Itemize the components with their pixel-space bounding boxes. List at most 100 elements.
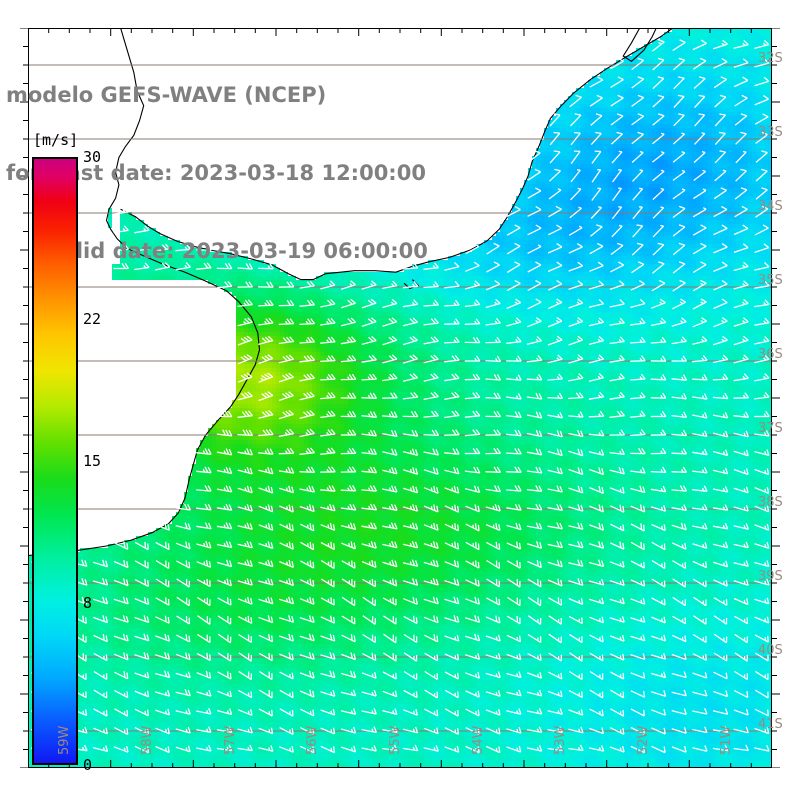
wind-barb (383, 652, 397, 662)
wind-barb (155, 522, 170, 531)
wind-barb (712, 522, 729, 530)
wind-barb (485, 634, 501, 642)
wind-barb (754, 243, 770, 254)
wind-barb (485, 392, 502, 400)
wind-barb (712, 485, 729, 493)
wind-barb (238, 652, 252, 662)
wind-barb (692, 207, 707, 218)
wind-barb (673, 94, 685, 108)
wind-barb (278, 281, 295, 288)
wind-barb (485, 671, 501, 679)
wind-barb (300, 523, 315, 532)
wind-barb (754, 616, 770, 624)
wind-barb (258, 708, 273, 717)
wind-barb (279, 504, 294, 513)
wind-barb (444, 504, 460, 513)
wind-barb (134, 243, 150, 252)
wind-barb (652, 151, 665, 163)
wind-barb (485, 280, 501, 291)
wind-barb (92, 745, 109, 753)
wind-barb (713, 224, 728, 236)
wind-barb (424, 689, 439, 699)
wind-barb (216, 429, 233, 437)
wind-barb (547, 485, 563, 493)
wind-barb (527, 317, 542, 328)
wind-barb (485, 745, 501, 754)
wind-barb (671, 355, 688, 362)
wind-barb (692, 411, 708, 419)
wind-barb (713, 317, 728, 328)
wind-barb (609, 616, 625, 623)
wind-barb (754, 299, 770, 308)
wind-barb (527, 653, 542, 661)
wind-barb (733, 354, 749, 364)
wind-barb (423, 504, 439, 513)
wind-barb (609, 561, 625, 568)
wind-barb (299, 596, 315, 605)
wind-barb (485, 690, 501, 697)
wind-barb (754, 745, 770, 752)
wind-barb (506, 411, 522, 419)
wind-barb (464, 336, 481, 344)
lon-label-58W: 58W (140, 725, 155, 755)
wind-barb (568, 335, 584, 346)
lat-label-37S: 37S (758, 421, 783, 436)
wind-barb (568, 690, 583, 698)
wind-barb (630, 336, 646, 344)
wind-barb (713, 187, 727, 200)
wind-barb (650, 410, 667, 418)
wind-barb (671, 671, 687, 679)
wind-barb (609, 410, 625, 418)
wind-barb (444, 466, 460, 475)
wind-barb (154, 708, 171, 716)
wind-barb (340, 503, 357, 511)
wind-barb (651, 298, 666, 309)
wind-barb (630, 616, 646, 623)
wind-barb (320, 652, 336, 660)
wind-barb (485, 522, 501, 531)
wind-barb (693, 615, 707, 625)
wind-barb (279, 652, 294, 661)
wind-barb (650, 505, 667, 512)
wind-barb (754, 727, 770, 735)
wind-barb (610, 94, 624, 107)
wind-barb (113, 578, 129, 587)
wind-barb (382, 744, 398, 752)
wind-barb (93, 596, 109, 605)
wind-barb (465, 745, 480, 754)
wind-barb (341, 280, 356, 290)
wind-barb (547, 466, 563, 475)
wind-barb (444, 262, 460, 271)
wind-barb (361, 522, 377, 530)
wind-barb (733, 40, 749, 49)
wind-barb (155, 652, 171, 660)
wind-barb (570, 113, 582, 127)
wind-barb (258, 541, 274, 550)
wind-barb (526, 522, 543, 530)
wind-barb (547, 708, 563, 715)
wind-barb (692, 707, 708, 715)
wind-barb (754, 634, 769, 643)
wind-barb (237, 372, 253, 383)
wind-barb (734, 187, 748, 200)
top-axis-ticks (28, 28, 772, 37)
wind-barb (340, 336, 357, 345)
wind-barb (279, 372, 294, 383)
wind-barb (526, 485, 543, 492)
wind-barb (652, 224, 665, 238)
wind-barb (175, 726, 191, 734)
wind-barb (527, 578, 542, 588)
wind-barb (671, 485, 688, 492)
wind-barb (713, 560, 729, 568)
wind-barb (630, 504, 646, 513)
lon-label-54W: 54W (471, 725, 486, 755)
wind-barb (713, 690, 729, 698)
wind-barb (382, 448, 398, 456)
wind-barb (548, 652, 562, 662)
wind-barb (712, 744, 729, 752)
wind-barb (610, 689, 625, 699)
wind-barb (444, 485, 460, 494)
map-plot-area[interactable] (28, 28, 772, 768)
wind-barb (196, 262, 212, 270)
wind-barb (692, 467, 708, 474)
